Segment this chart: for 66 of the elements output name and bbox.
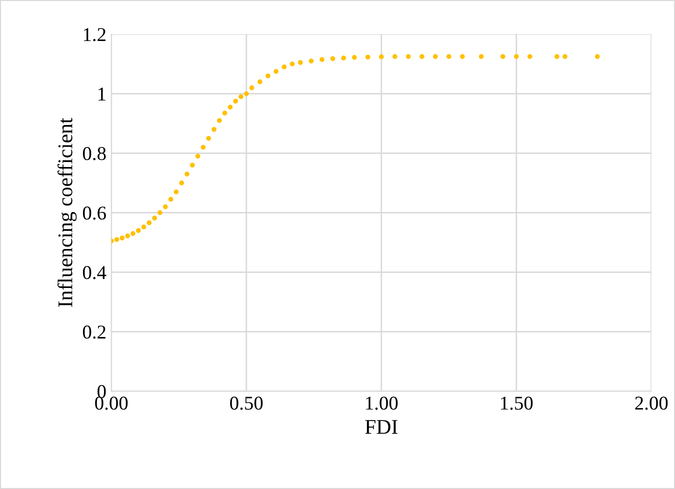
point bbox=[282, 64, 287, 70]
x-tick-label: 1.50 bbox=[501, 396, 533, 410]
point bbox=[330, 56, 336, 62]
point bbox=[341, 56, 346, 60]
point bbox=[266, 73, 270, 78]
point bbox=[460, 54, 465, 59]
point bbox=[200, 144, 206, 150]
point bbox=[238, 94, 244, 100]
point bbox=[527, 54, 532, 59]
y-tick-label: 1.2 bbox=[84, 28, 106, 42]
point bbox=[212, 127, 216, 132]
point bbox=[146, 220, 152, 226]
point bbox=[222, 110, 228, 116]
point bbox=[233, 98, 238, 104]
point bbox=[554, 54, 560, 59]
point bbox=[120, 236, 125, 240]
point bbox=[352, 55, 357, 60]
point bbox=[298, 60, 303, 65]
x-tick-label: 0.00 bbox=[95, 396, 128, 410]
point bbox=[190, 162, 195, 168]
point bbox=[432, 54, 438, 59]
point bbox=[130, 231, 136, 236]
point bbox=[168, 196, 174, 202]
point bbox=[392, 54, 398, 59]
point bbox=[446, 54, 452, 59]
y-tick-label: 0.6 bbox=[82, 206, 106, 220]
point bbox=[195, 154, 200, 159]
point bbox=[174, 189, 179, 194]
point bbox=[274, 69, 278, 74]
x-tick-label: 2.00 bbox=[635, 396, 668, 410]
point bbox=[594, 54, 600, 59]
point bbox=[125, 234, 130, 238]
x-tick-label: 1.00 bbox=[366, 396, 398, 410]
point bbox=[244, 91, 249, 96]
point bbox=[500, 54, 506, 59]
point bbox=[216, 118, 222, 123]
point bbox=[308, 58, 314, 64]
point bbox=[184, 172, 190, 176]
point bbox=[158, 210, 162, 216]
point bbox=[136, 228, 141, 233]
y-tick-label: 0.4 bbox=[82, 266, 106, 280]
point bbox=[152, 216, 157, 220]
point bbox=[514, 54, 519, 59]
x-axis-title: FDI bbox=[365, 420, 398, 434]
y-axis-title: Influencing coefficient bbox=[57, 118, 77, 307]
point bbox=[206, 136, 211, 141]
point bbox=[162, 204, 168, 210]
point bbox=[257, 79, 262, 84]
point bbox=[406, 54, 411, 59]
point bbox=[478, 54, 484, 59]
point bbox=[378, 54, 384, 60]
point bbox=[179, 180, 184, 186]
point bbox=[228, 104, 233, 110]
point bbox=[419, 54, 424, 59]
point bbox=[365, 54, 370, 60]
point bbox=[320, 57, 324, 62]
y-tick-label: 0.2 bbox=[82, 326, 106, 339]
x-tick-label: 0.50 bbox=[230, 396, 263, 410]
y-tick-label: 0.8 bbox=[82, 147, 106, 160]
point bbox=[141, 224, 146, 230]
point bbox=[114, 237, 120, 242]
point bbox=[290, 62, 295, 66]
point bbox=[249, 85, 254, 90]
point bbox=[562, 54, 568, 59]
y-tick-label: 1 bbox=[98, 88, 106, 100]
y-tick-label: 0 bbox=[98, 385, 106, 398]
